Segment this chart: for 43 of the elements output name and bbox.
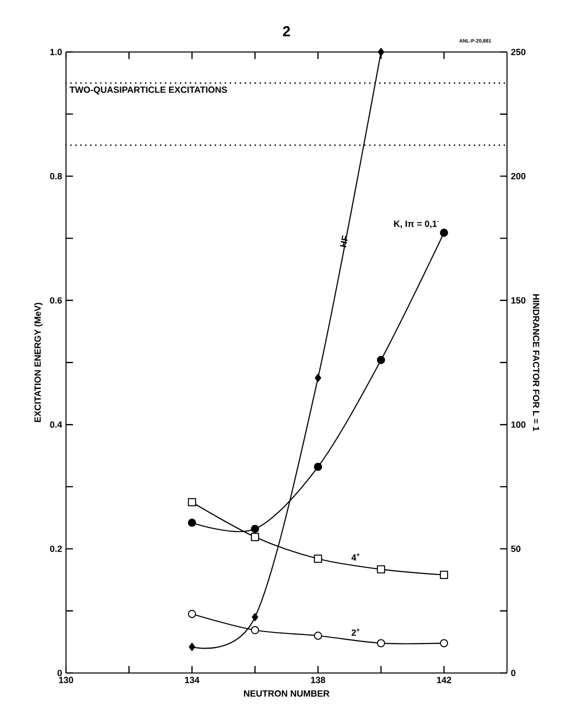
point — [252, 613, 258, 622]
y-tick-label: 0.8 — [50, 173, 62, 180]
y2-tick-label: 150 — [511, 297, 526, 304]
y2-axis-title: HINDRANCE FACTOR FOR L = 1 — [532, 294, 540, 432]
y-tick-label: 0.4 — [50, 421, 62, 428]
point — [188, 610, 196, 618]
point — [314, 554, 322, 563]
point — [378, 48, 384, 56]
chart-title: 2 — [283, 26, 290, 36]
point — [250, 626, 260, 634]
point — [376, 356, 386, 364]
x-axis-title: NEUTRON NUMBER — [244, 690, 330, 697]
y2-tick-label: 0 — [511, 670, 516, 676]
series-label: K, Iπ = 0,1$^{-}$ — [394, 220, 439, 228]
y-tick-label: 0.2 — [50, 546, 62, 552]
point — [188, 498, 196, 506]
point — [376, 565, 386, 574]
point — [188, 518, 196, 527]
y-axis-title: EXCITATION ENERGY (MeV) — [34, 302, 43, 422]
x-tick-label: 138 — [311, 676, 326, 684]
series-label: 2$^{+}$ — [352, 628, 360, 636]
y-tick-label: 0.6 — [50, 297, 62, 304]
point — [376, 639, 386, 648]
point — [314, 374, 322, 382]
point — [314, 632, 322, 640]
point — [440, 639, 448, 648]
point — [440, 570, 448, 579]
point — [250, 532, 260, 542]
y-tick-label: 0 — [58, 670, 62, 676]
x-tick-label: 134 — [185, 676, 200, 684]
point — [188, 642, 196, 651]
y2-tick-label: 200 — [511, 173, 526, 180]
series-label: 4$^{+}$ — [351, 553, 360, 561]
y2-tick-label: 250 — [511, 48, 526, 56]
point — [440, 228, 448, 237]
point — [250, 524, 260, 534]
y2-tick-label: 100 — [511, 421, 526, 428]
x-tick-label: 142 — [437, 676, 452, 684]
y-tick-label: 1.0 — [50, 48, 62, 56]
x-tick-label: 130 — [59, 676, 74, 684]
ref-line-label: TWO-QUASIPARTICLE EXCITATIONS — [70, 86, 228, 95]
y2-tick-label: 50 — [511, 546, 520, 552]
point — [314, 462, 322, 471]
